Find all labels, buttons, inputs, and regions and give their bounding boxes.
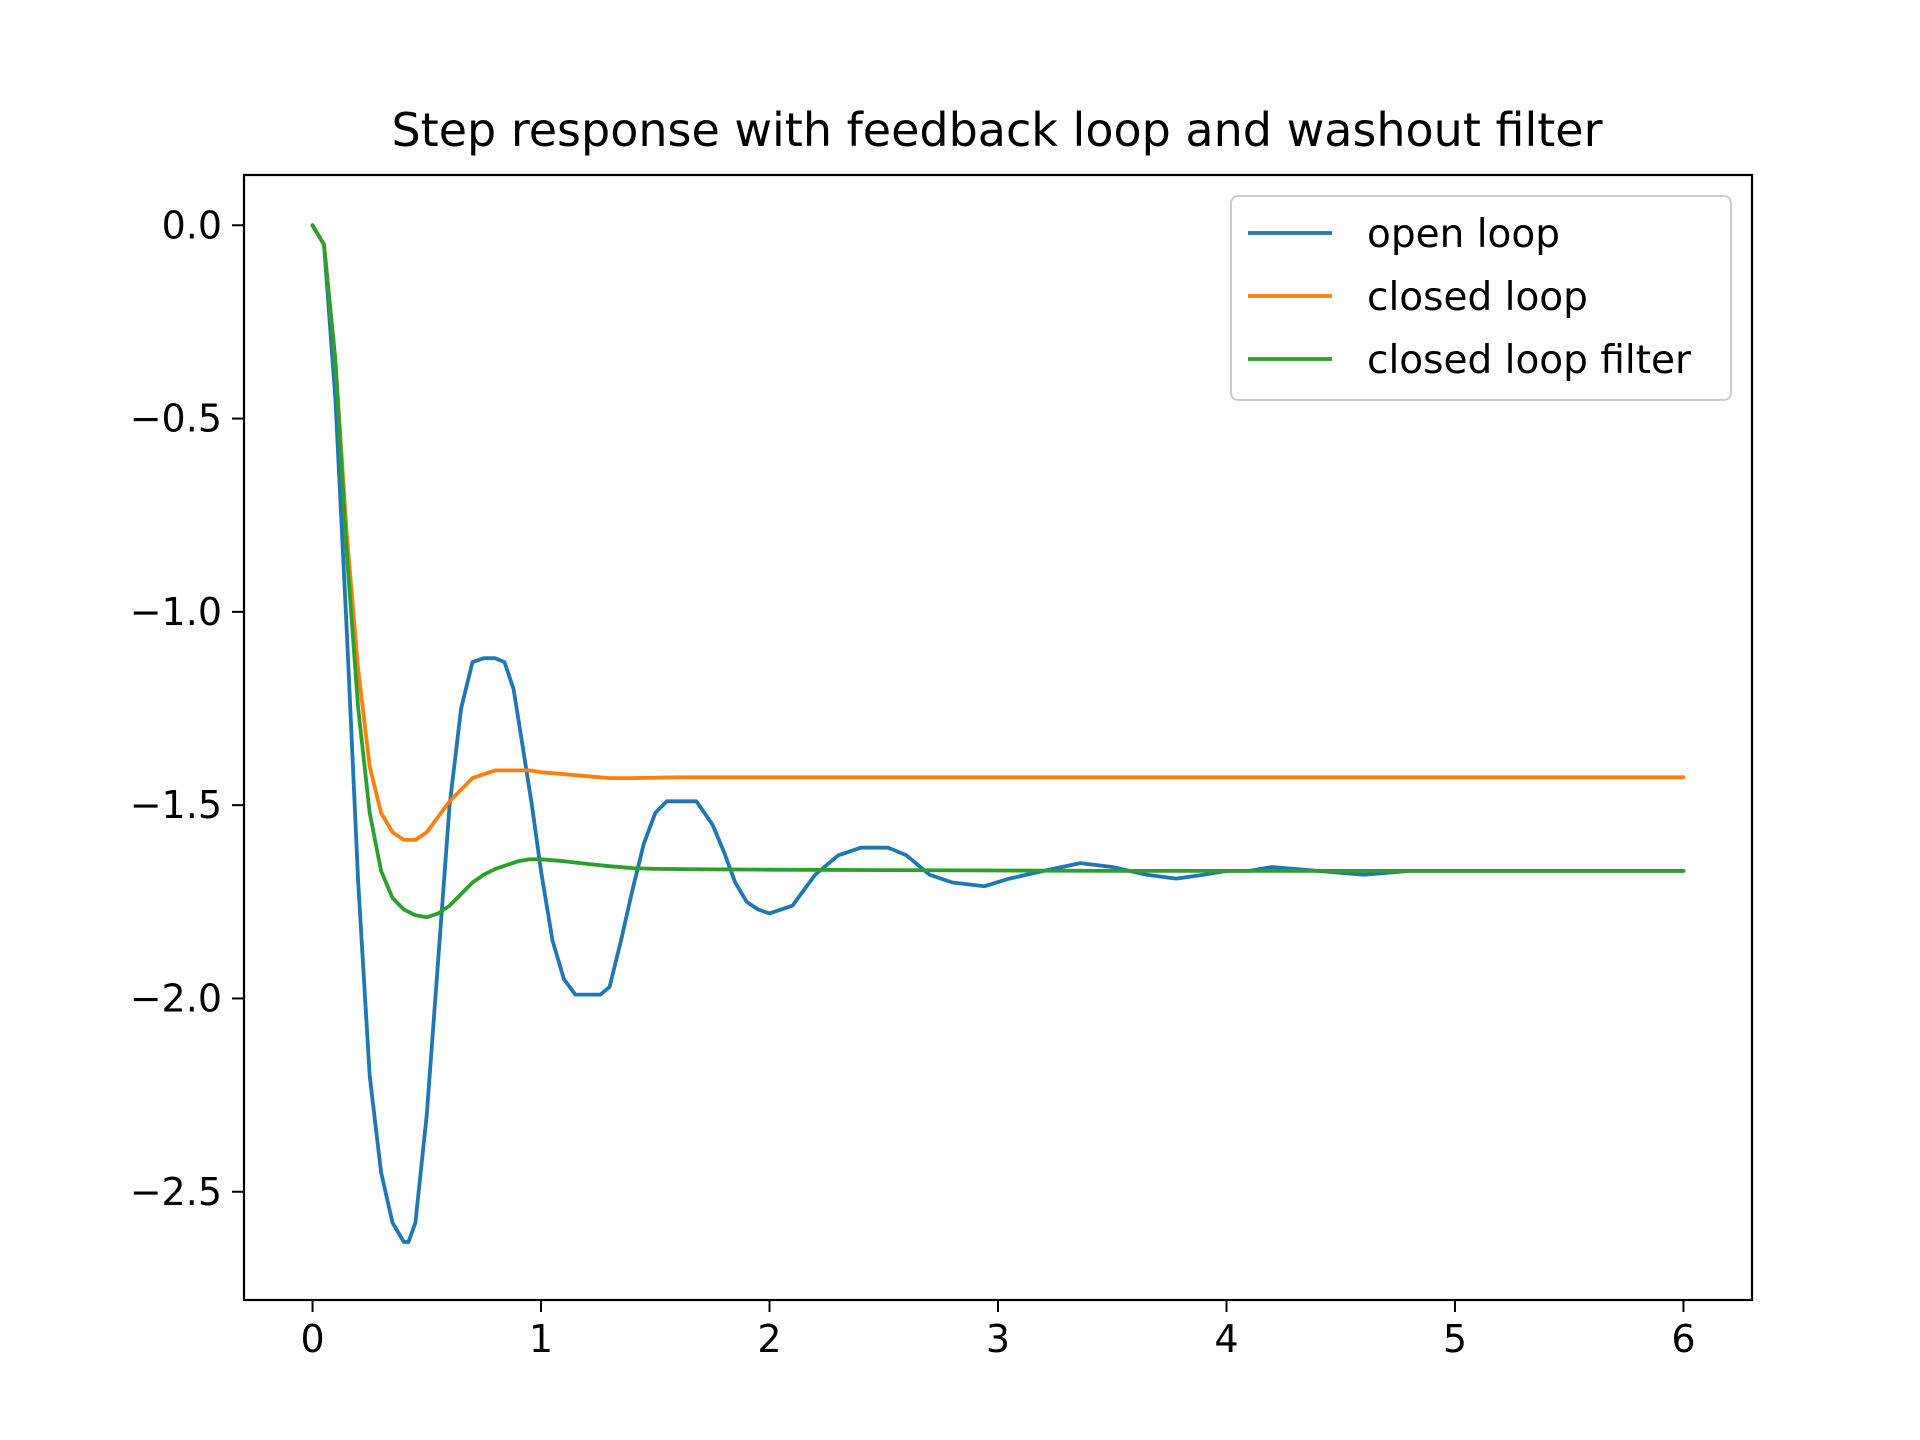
- legend-item: open loop: [1248, 212, 1560, 257]
- legend-box: [1230, 195, 1732, 401]
- y-tick-label: −1.0: [130, 590, 222, 634]
- x-tick-label: 1: [529, 1317, 553, 1361]
- x-tick-label: 5: [1443, 1317, 1467, 1361]
- legend-item: closed loop filter: [1248, 338, 1692, 383]
- x-tick-label: 6: [1671, 1317, 1695, 1361]
- x-tick-label: 2: [757, 1317, 781, 1361]
- legend-label: closed loop filter: [1367, 338, 1692, 383]
- x-axis: 0 1 2 3 4 5 6: [300, 1300, 1696, 1361]
- series-line-closed-loop: [310, 223, 1686, 842]
- x-tick-label: 0: [300, 1317, 324, 1361]
- y-tick-label: −2.0: [130, 976, 222, 1020]
- x-tick-label: 4: [1214, 1317, 1238, 1361]
- series-line-closed-loop-filter: [310, 223, 1686, 920]
- chart-title: Step response with feedback loop and was…: [391, 103, 1602, 157]
- y-axis: 0.0 −0.5 −1.0 −1.5 −2.0 −2.5: [130, 203, 244, 1214]
- y-tick-label: 0.0: [162, 203, 222, 247]
- series-layer: [310, 223, 1686, 1244]
- legend-item: closed loop: [1248, 275, 1588, 320]
- legend-label: open loop: [1367, 212, 1560, 257]
- y-tick-label: −0.5: [130, 397, 222, 441]
- legend: open loop closed loop closed loop filter: [1230, 195, 1732, 401]
- y-tick-label: −2.5: [130, 1170, 222, 1214]
- x-tick-label: 3: [986, 1317, 1010, 1361]
- y-tick-label: −1.5: [130, 783, 222, 827]
- legend-label: closed loop: [1367, 275, 1588, 320]
- series-line-open-loop: [310, 223, 1686, 1244]
